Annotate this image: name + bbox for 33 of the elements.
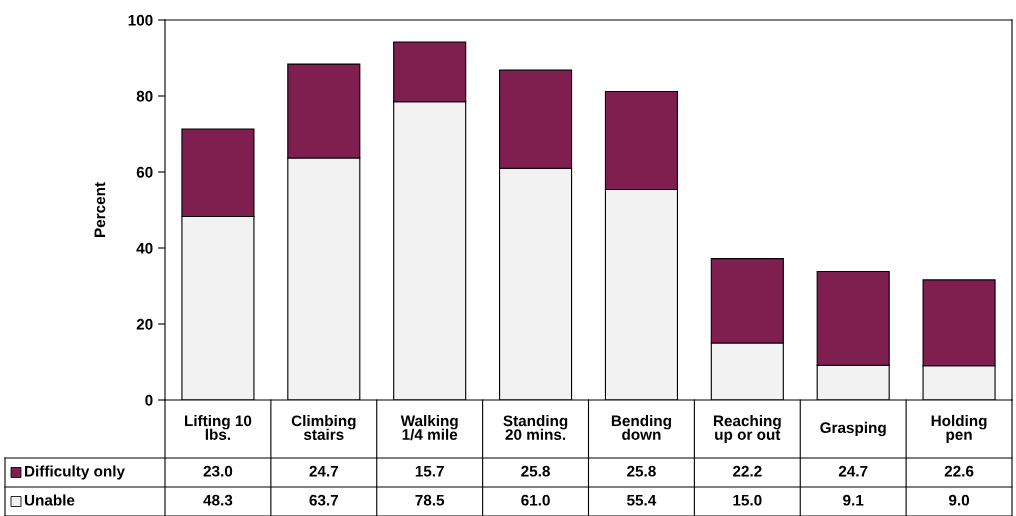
data-label: 25.8	[521, 465, 550, 477]
data-label: 24.7	[838, 465, 868, 477]
data-label: 63.7	[309, 494, 339, 506]
x-tick-label: Standing 20 mins.	[503, 415, 568, 440]
data-label: 23.0	[203, 465, 233, 477]
data-label: 22.2	[732, 465, 762, 477]
y-tick-label: 20	[136, 318, 153, 330]
x-tick-label: Holding pen	[931, 415, 987, 443]
x-tick-label: Lifting 10 lbs.	[185, 415, 252, 440]
legend-label: Unable	[24, 494, 75, 506]
data-label: 25.8	[627, 465, 656, 477]
data-label: 9.1	[843, 494, 864, 506]
data-label: 15.7	[415, 465, 444, 477]
y-tick-label: 80	[136, 90, 153, 102]
data-label: 48.3	[203, 494, 233, 506]
data-label: 22.6	[944, 465, 974, 477]
y-tick-label: 0	[145, 394, 153, 406]
data-label: 78.5	[415, 494, 445, 506]
y-tick-label: 40	[136, 242, 153, 254]
data-label: 9.0	[948, 494, 970, 506]
y-tick-label: 60	[136, 166, 153, 178]
x-tick-label: Reaching up or out	[713, 415, 781, 443]
x-tick-label: Grasping	[820, 421, 886, 437]
x-tick-label: Climbing stairs	[291, 415, 356, 440]
data-label: 61.0	[521, 494, 550, 506]
x-tick-label: Bending down	[611, 415, 671, 440]
legend-label: Difficulty only	[25, 465, 125, 480]
data-label: 15.0	[733, 494, 762, 506]
data-label: 24.7	[309, 465, 339, 477]
data-label: 55.4	[627, 494, 657, 506]
x-tick-label: Walking 1/4 mile	[400, 415, 458, 441]
y-axis-title: Percent	[94, 182, 106, 237]
y-tick-label: 100	[128, 14, 153, 26]
